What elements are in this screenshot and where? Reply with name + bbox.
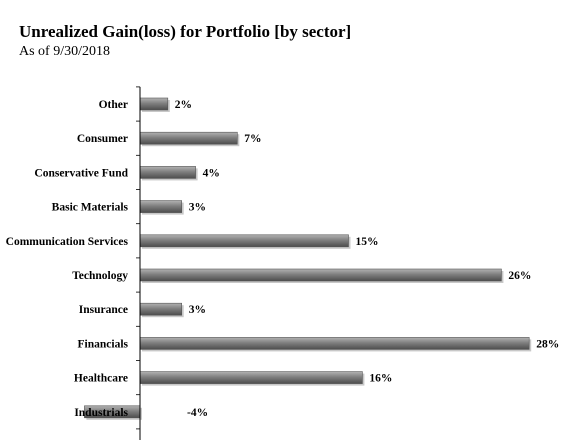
value-label: 28% (536, 338, 559, 350)
bar-communication-services (139, 234, 349, 248)
category-label: Healthcare (74, 373, 128, 385)
value-label: 7% (244, 133, 261, 145)
value-label: 4% (203, 167, 220, 179)
bar-conservative-fund (139, 166, 196, 179)
category-label: Conservative Fund (34, 167, 128, 179)
bar-financials (139, 337, 530, 350)
value-label: 3% (189, 202, 206, 214)
value-label: -4% (187, 407, 208, 419)
bar-basic-materials (139, 200, 183, 213)
bar-consumer (139, 131, 238, 145)
value-label: 2% (175, 99, 192, 111)
bar-insurance (139, 302, 183, 316)
value-label: 15% (356, 236, 379, 248)
category-label: Consumer (77, 133, 128, 145)
value-label: 3% (189, 304, 206, 316)
chart-subtitle: As of 9/30/2018 (19, 44, 110, 59)
bar-technology (139, 268, 502, 282)
category-label: Technology (72, 270, 128, 282)
value-label: 26% (508, 270, 531, 282)
value-label: 16% (369, 373, 392, 385)
category-label: Other (99, 99, 128, 111)
category-label: Basic Materials (52, 202, 129, 214)
chart-title: Unrealized Gain(loss) for Portfolio [by … (19, 22, 352, 41)
bar-other (139, 97, 169, 111)
category-label: Financials (78, 338, 129, 350)
category-label: Insurance (79, 304, 128, 316)
bar-healthcare (139, 371, 363, 384)
category-label: Communication Services (6, 236, 129, 248)
category-label: Industrials (74, 407, 128, 419)
